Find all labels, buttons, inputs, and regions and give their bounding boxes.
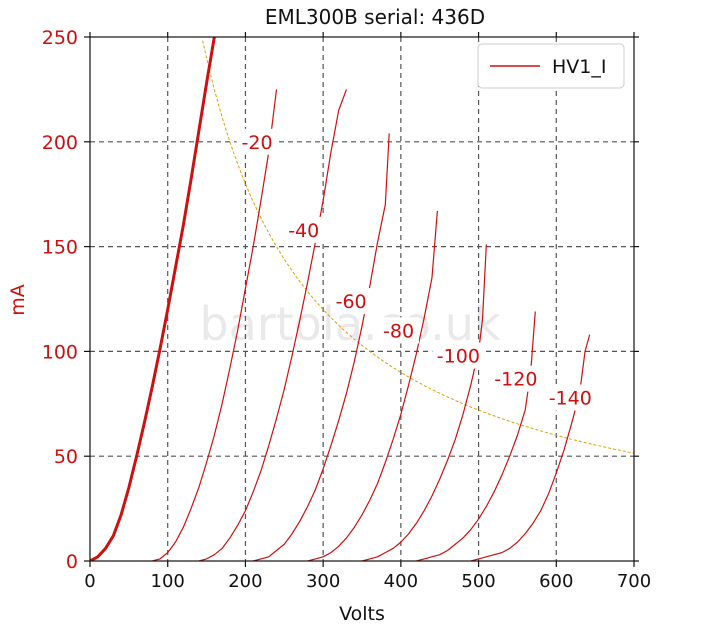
curve-label-bg [544, 384, 597, 411]
legend: HV1_I [477, 43, 625, 89]
series-line-zero-bias [90, 37, 216, 561]
series-line--40 [198, 89, 348, 561]
series-layer [90, 37, 591, 561]
curve-label: -100 [437, 346, 480, 368]
curve-label: -20 [242, 132, 273, 154]
y-tick-label: 200 [42, 132, 78, 154]
y-tick-label: 250 [42, 27, 78, 49]
y-tick-label: 100 [42, 341, 78, 363]
x-tick-label: 200 [228, 571, 262, 592]
legend-box [477, 43, 625, 89]
curve-label-bg [283, 216, 325, 243]
series-line--140 [470, 334, 591, 561]
axes: 0 100 200 300 400 500 600 700 0 50 100 150 200 250 [42, 27, 651, 592]
load-line [202, 40, 635, 454]
x-tick-label: 600 [539, 571, 573, 592]
plot-frame [89, 36, 635, 562]
x-tick-label: 100 [151, 571, 185, 592]
series-line--20 [152, 89, 278, 561]
curve-label-bg [378, 317, 420, 344]
curve-label: -40 [288, 220, 319, 242]
series-line--120 [416, 311, 536, 561]
legend-entry: HV1_I [552, 56, 606, 78]
y-tick-label: 50 [54, 446, 78, 468]
curve-label-bg [236, 128, 278, 155]
curve-label-bg [489, 365, 542, 392]
load-line-layer [202, 40, 635, 454]
x-axis-label: Volts [339, 603, 385, 625]
series-line--80 [307, 210, 438, 561]
curve-label-bg [330, 288, 372, 315]
x-tick-label: 300 [306, 571, 340, 592]
x-tick-label: 700 [617, 571, 651, 592]
x-tick-label: 0 [84, 571, 95, 592]
curve-label: -140 [549, 388, 592, 410]
x-tick-label: 500 [461, 571, 495, 592]
curve-label: -120 [494, 369, 537, 391]
y-tick-label: 0 [66, 551, 78, 573]
x-tick-label: 400 [384, 571, 418, 592]
series-line--100 [361, 244, 487, 561]
curve-label-bg [432, 342, 485, 369]
curve-label: -60 [336, 291, 367, 313]
curve-labels: -20 -40 -60 -80 -100 -120 -140 [236, 128, 597, 411]
y-tick-label: 150 [42, 237, 78, 259]
chart-title: EML300B serial: 436D [265, 5, 485, 29]
curve-label: -80 [383, 320, 414, 342]
series-line--60 [253, 133, 390, 561]
y-axis-label: mA [7, 284, 29, 316]
grid-lines [90, 37, 634, 561]
